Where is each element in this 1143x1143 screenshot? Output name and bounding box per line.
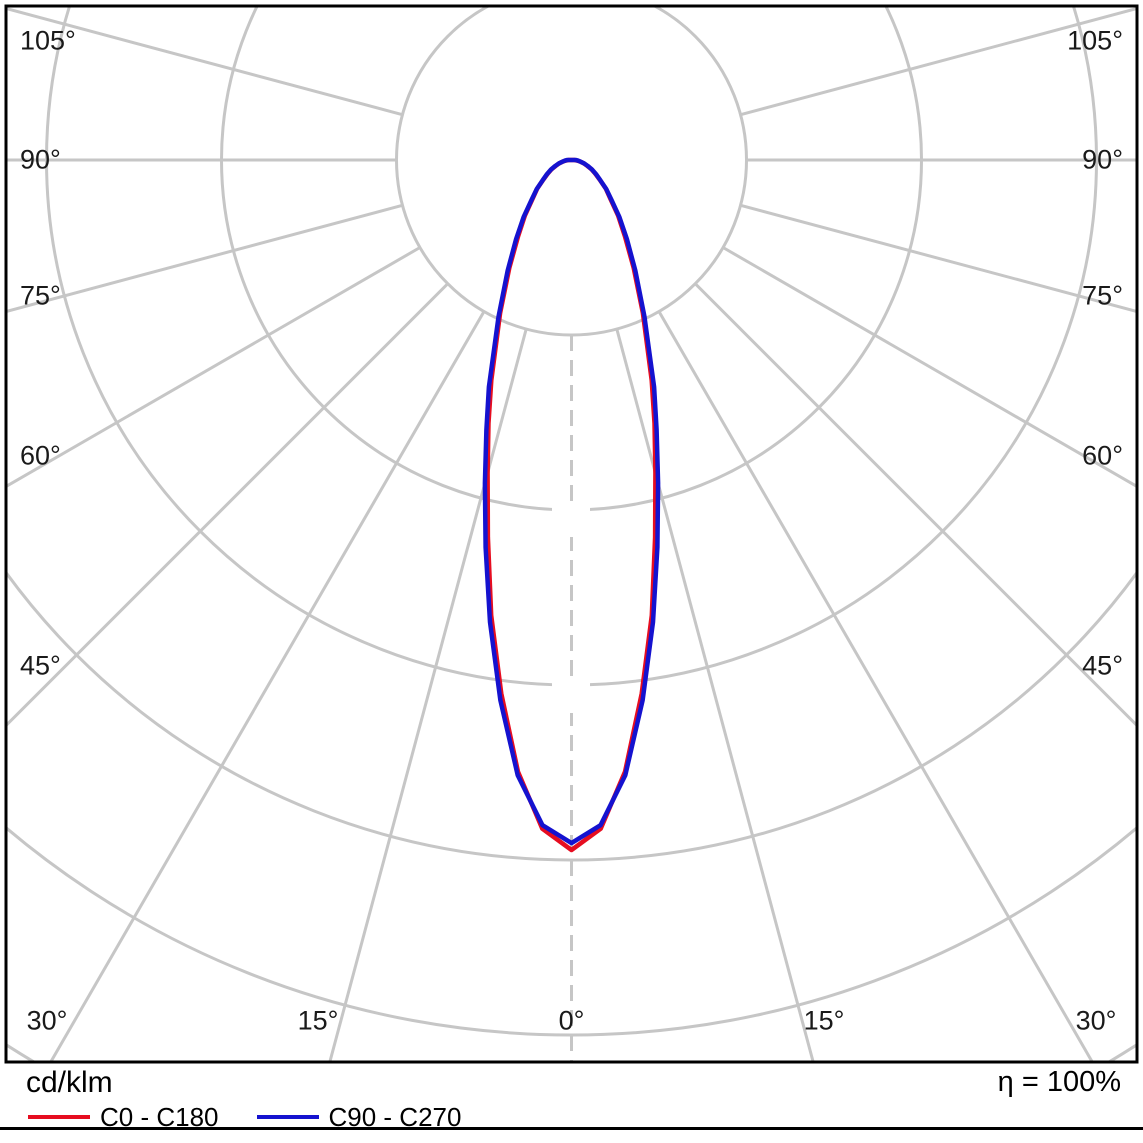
angle-label-left-60°: 60° xyxy=(20,440,61,471)
grid-radial-line xyxy=(6,203,403,314)
angle-label-bottom-2: 0° xyxy=(558,1005,585,1036)
grid-ring xyxy=(395,6,748,337)
efficiency-label: η = 100% xyxy=(997,1066,1121,1098)
legend-swatch-c0-c180 xyxy=(28,1115,90,1119)
angle-label-right-60°: 60° xyxy=(1082,440,1123,471)
angle-label-bottom-1: 15° xyxy=(297,1005,339,1036)
plot-border xyxy=(4,4,1139,1064)
grid-radial-line xyxy=(6,282,449,728)
angle-label-bottom-0: 30° xyxy=(26,1005,68,1036)
grid-ring xyxy=(6,569,1137,862)
grid-radial-line xyxy=(694,282,1137,728)
grid-radial-line xyxy=(740,6,1137,117)
axis-label-gap xyxy=(552,680,590,713)
grid-ring xyxy=(220,6,923,512)
angle-label-left-45°: 45° xyxy=(20,650,61,681)
angle-label-right-90°: 90° xyxy=(1082,144,1123,175)
grid-radial-line xyxy=(328,328,528,1062)
series-curve-c90-c270 xyxy=(482,157,661,846)
grid-radial-line xyxy=(615,328,815,1062)
angle-label-left-90°: 90° xyxy=(20,144,61,175)
angle-label-bottom-4: 30° xyxy=(1075,1005,1117,1036)
angle-label-right-45°: 45° xyxy=(1082,650,1123,681)
grid-radial-line xyxy=(48,310,486,1062)
grid-radial-line xyxy=(6,246,421,489)
legend-label-c0-c180: C0 - C180 xyxy=(100,1102,219,1132)
legend-swatch-c90-c270 xyxy=(256,1115,319,1119)
legend-bottom-rule xyxy=(0,1127,1143,1130)
legend-label-c90-c270: C90 - C270 xyxy=(328,1102,462,1132)
legend: C0 - C180 C90 - C270 xyxy=(28,1104,461,1130)
grid-radial-line xyxy=(657,310,1095,1062)
angle-label-left-75°: 75° xyxy=(20,280,61,311)
unit-label: cd/klm xyxy=(26,1066,113,1099)
axis-label-gap xyxy=(552,504,590,537)
grid-radial-line xyxy=(740,203,1137,314)
angle-label-right-105°: 105° xyxy=(1067,25,1123,56)
grid-radial-line xyxy=(6,6,403,117)
curves-layer xyxy=(482,157,661,853)
angle-label-bottom-3: 15° xyxy=(803,1005,845,1036)
angle-label-right-75°: 75° xyxy=(1082,280,1123,311)
angle-label-left-105°: 105° xyxy=(20,25,76,56)
grid-radial-line xyxy=(722,246,1137,489)
